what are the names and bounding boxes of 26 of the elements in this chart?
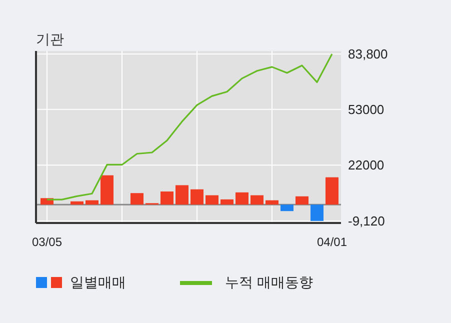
x-tick-label: 04/01 (316, 235, 348, 249)
bar (236, 192, 248, 205)
x-tick-label: 03/05 (32, 235, 62, 249)
bar (100, 175, 114, 205)
chart-title: 기관 (36, 31, 64, 47)
legend-label: 일별매매 (70, 274, 126, 290)
bar (266, 200, 278, 205)
y-tick-label: 53000 (348, 102, 384, 117)
bar (310, 204, 324, 221)
y-tick-label: 83,800 (348, 46, 388, 62)
y-tick-label: 22000 (348, 158, 384, 173)
y-tick-label: -9,120 (348, 214, 385, 229)
bar (160, 191, 174, 205)
bar (250, 195, 264, 205)
bar (70, 201, 84, 205)
bar (220, 199, 234, 205)
line-series (46, 53, 333, 200)
bar (296, 196, 308, 205)
bar (206, 195, 218, 205)
bar (190, 189, 204, 205)
legend-label: 누적 매매동향 (225, 274, 313, 290)
bar (280, 204, 294, 212)
bar (176, 185, 188, 205)
bar (86, 200, 98, 205)
bar (130, 193, 144, 205)
bar (326, 177, 338, 205)
